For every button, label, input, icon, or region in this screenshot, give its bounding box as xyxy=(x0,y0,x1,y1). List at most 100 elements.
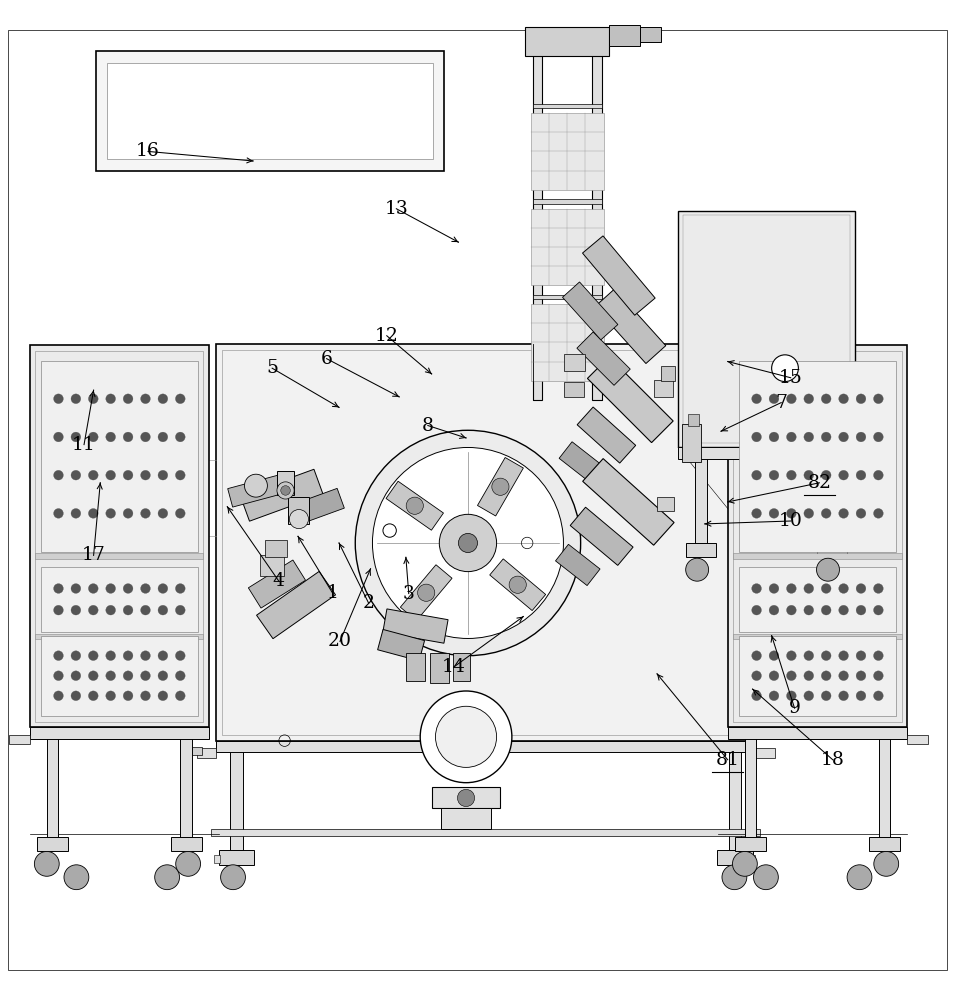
Circle shape xyxy=(155,865,180,890)
Circle shape xyxy=(372,447,563,638)
Bar xyxy=(729,741,741,850)
Bar xyxy=(9,735,30,744)
Bar xyxy=(96,51,444,171)
Circle shape xyxy=(457,789,475,807)
Text: 15: 15 xyxy=(778,369,802,387)
Text: 20: 20 xyxy=(328,632,352,650)
Circle shape xyxy=(787,584,796,593)
Text: 12: 12 xyxy=(375,327,399,345)
Circle shape xyxy=(769,470,779,480)
Circle shape xyxy=(769,671,779,681)
Circle shape xyxy=(106,508,116,518)
Circle shape xyxy=(752,691,761,701)
Circle shape xyxy=(89,394,98,404)
Text: 7: 7 xyxy=(775,394,787,412)
Circle shape xyxy=(53,432,63,442)
Circle shape xyxy=(821,651,831,661)
Bar xyxy=(41,636,198,716)
Circle shape xyxy=(769,508,779,518)
Bar xyxy=(678,447,855,459)
Text: 17: 17 xyxy=(82,546,105,564)
Bar xyxy=(41,567,198,632)
Bar xyxy=(728,727,907,739)
Bar xyxy=(695,447,707,543)
Bar xyxy=(907,735,928,744)
Circle shape xyxy=(71,671,81,681)
Circle shape xyxy=(158,605,168,615)
Text: 6: 6 xyxy=(321,350,332,368)
Bar xyxy=(533,295,602,299)
Bar xyxy=(288,497,309,524)
Circle shape xyxy=(838,432,848,442)
Polygon shape xyxy=(227,474,288,507)
Circle shape xyxy=(804,394,814,404)
Circle shape xyxy=(106,470,116,480)
Circle shape xyxy=(71,470,81,480)
Circle shape xyxy=(140,671,150,681)
Text: 10: 10 xyxy=(778,512,802,530)
Circle shape xyxy=(140,394,150,404)
Circle shape xyxy=(106,394,116,404)
Polygon shape xyxy=(490,559,545,611)
Circle shape xyxy=(787,691,796,701)
Circle shape xyxy=(722,865,747,890)
Bar xyxy=(678,211,855,447)
Bar xyxy=(531,304,604,381)
Circle shape xyxy=(856,671,866,681)
Text: 3: 3 xyxy=(403,585,414,603)
Circle shape xyxy=(821,432,831,442)
Bar xyxy=(219,850,254,865)
Circle shape xyxy=(123,691,133,701)
Text: 13: 13 xyxy=(385,200,408,218)
Circle shape xyxy=(874,671,883,681)
Polygon shape xyxy=(386,481,443,530)
Circle shape xyxy=(821,605,831,615)
Circle shape xyxy=(53,394,63,404)
Circle shape xyxy=(847,865,872,890)
Circle shape xyxy=(787,470,796,480)
Circle shape xyxy=(686,558,709,581)
Circle shape xyxy=(821,691,831,701)
Polygon shape xyxy=(570,507,633,565)
Circle shape xyxy=(817,558,839,581)
Circle shape xyxy=(753,865,778,890)
Circle shape xyxy=(752,671,761,681)
Bar xyxy=(826,447,838,543)
Bar xyxy=(441,808,491,829)
Circle shape xyxy=(838,671,848,681)
Circle shape xyxy=(804,432,814,442)
Bar xyxy=(35,634,203,639)
Circle shape xyxy=(89,671,98,681)
Text: 18: 18 xyxy=(821,751,845,769)
Polygon shape xyxy=(577,332,630,385)
Circle shape xyxy=(838,584,848,593)
Circle shape xyxy=(856,605,866,615)
Text: 8: 8 xyxy=(422,417,434,435)
Text: 82: 82 xyxy=(807,474,832,492)
Polygon shape xyxy=(241,469,323,521)
Bar xyxy=(216,344,755,741)
Bar xyxy=(733,634,902,639)
Circle shape xyxy=(856,432,866,442)
Bar xyxy=(35,351,203,722)
Circle shape xyxy=(772,355,798,382)
Circle shape xyxy=(420,691,512,783)
Circle shape xyxy=(856,394,866,404)
Bar xyxy=(683,215,850,443)
Circle shape xyxy=(838,651,848,661)
Circle shape xyxy=(787,394,796,404)
Circle shape xyxy=(492,478,509,495)
Circle shape xyxy=(752,432,761,442)
Polygon shape xyxy=(301,488,345,521)
Bar xyxy=(211,829,760,836)
Circle shape xyxy=(856,584,866,593)
Text: 81: 81 xyxy=(716,751,740,769)
Circle shape xyxy=(752,394,761,404)
Polygon shape xyxy=(257,571,335,639)
Circle shape xyxy=(176,394,185,404)
Circle shape xyxy=(123,671,133,681)
Bar xyxy=(869,837,900,851)
Bar xyxy=(260,555,284,576)
Bar xyxy=(739,567,896,632)
Circle shape xyxy=(106,671,116,681)
